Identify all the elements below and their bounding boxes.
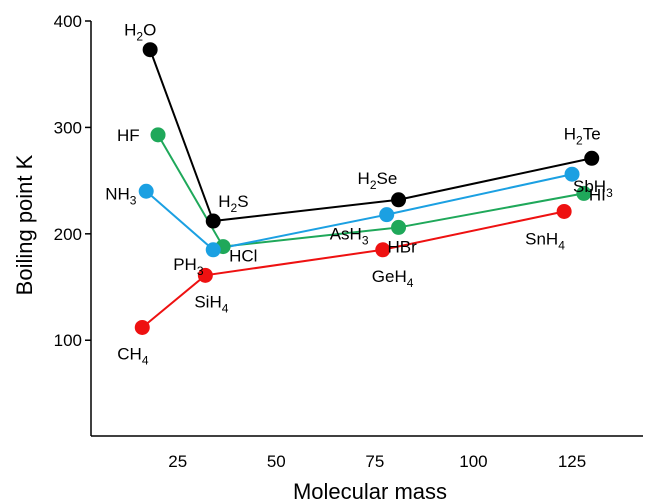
point-label-main: SnH	[525, 229, 558, 248]
point-label-main: H	[124, 21, 136, 40]
data-point-hi	[576, 185, 592, 201]
point-label-hi: HI	[589, 185, 606, 204]
point-label-ash3: AsH3	[330, 225, 369, 248]
point-label-main: SiH	[194, 292, 221, 311]
y-tick-label: 100	[54, 331, 82, 350]
point-label-main: H	[218, 192, 230, 211]
x-tick-label: 25	[168, 452, 187, 471]
series-points	[134, 42, 600, 335]
point-label-snh4: SnH4	[525, 229, 565, 252]
point-label-tail: S	[237, 192, 248, 211]
point-label-subscript: 2	[231, 201, 238, 215]
data-point-ph3	[205, 242, 221, 258]
point-label-sih4: SiH4	[194, 292, 228, 315]
point-label-tail: O	[143, 21, 156, 40]
point-label-subscript: 4	[222, 301, 229, 315]
point-label-h2o: H2O	[124, 21, 156, 44]
series-lines	[141, 49, 592, 329]
point-label-subscript: 3	[606, 186, 613, 200]
point-label-subscript: 2	[370, 178, 377, 192]
point-label-main: NH	[105, 184, 130, 203]
point-label-subscript: 4	[142, 353, 149, 367]
point-label-subscript: 3	[130, 193, 137, 207]
y-ticks: 100 200 300 400	[54, 12, 91, 350]
point-label-main: HI	[589, 185, 606, 204]
data-point-sbh3	[564, 166, 580, 182]
point-label-main: HCl	[229, 247, 257, 266]
data-point-h2o	[142, 42, 158, 58]
x-tick-label: 100	[459, 452, 487, 471]
point-label-ph3: PH3	[173, 255, 204, 278]
point-label-h2se: H2Se	[358, 169, 398, 192]
point-label-subscript: 2	[136, 30, 143, 44]
point-label-hbr: HBr	[388, 237, 418, 256]
data-point-nh3	[138, 183, 154, 199]
data-point-snh4	[556, 203, 572, 219]
point-label-subscript: 3	[362, 234, 369, 248]
data-point-hf	[150, 127, 166, 143]
series-line	[157, 134, 585, 248]
point-label-subscript: 4	[558, 238, 565, 252]
data-point-hbr	[391, 219, 407, 235]
point-label-main: H	[358, 169, 370, 188]
data-point-sih4	[197, 267, 213, 283]
y-tick-label: 300	[54, 118, 82, 137]
point-label-subscript: 2	[576, 133, 583, 147]
point-label-main: H	[564, 124, 576, 143]
point-label-h2s: H2S	[218, 192, 248, 215]
data-point-geh4	[375, 242, 391, 258]
x-tick-label: 50	[267, 452, 286, 471]
point-label-tail: Te	[583, 124, 601, 143]
y-tick-label: 200	[54, 225, 82, 244]
data-point-h2s	[205, 213, 221, 229]
data-point-ash3	[379, 207, 395, 223]
point-label-main: PH	[173, 255, 197, 274]
x-tick-label: 125	[558, 452, 586, 471]
series-line	[141, 210, 565, 329]
point-label-main: AsH	[330, 225, 362, 244]
data-point-ch4	[134, 319, 150, 335]
series-line	[149, 49, 592, 223]
point-label-main: HBr	[388, 237, 418, 256]
data-point-h2se	[391, 192, 407, 208]
x-tick-label: 75	[365, 452, 384, 471]
point-label-main: CH	[117, 344, 142, 363]
point-label-nh3: NH3	[105, 184, 137, 207]
point-label-sbh3: SbH3	[573, 177, 613, 200]
y-axis-title: Boiling point K	[12, 154, 37, 295]
series-line	[145, 173, 573, 251]
point-label-main: GeH	[372, 267, 407, 286]
point-label-subscript: 4	[407, 276, 414, 290]
axes	[90, 21, 643, 437]
point-label-h2te: H2Te	[564, 124, 601, 147]
point-label-hcl: HCl	[229, 247, 257, 266]
point-label-geh4: GeH4	[372, 267, 414, 290]
point-label-subscript: 3	[197, 264, 204, 278]
x-ticks: 25 50 75 100 125	[168, 452, 586, 471]
point-label-main: HF	[117, 126, 140, 145]
y-tick-label: 400	[54, 12, 82, 31]
point-label-hf: HF	[117, 126, 140, 145]
point-label-main: SbH	[573, 177, 606, 196]
point-label-tail: Se	[377, 169, 398, 188]
data-point-h2te	[584, 150, 600, 166]
point-label-ch4: CH4	[117, 344, 149, 367]
x-axis-title: Molecular mass	[293, 479, 447, 502]
